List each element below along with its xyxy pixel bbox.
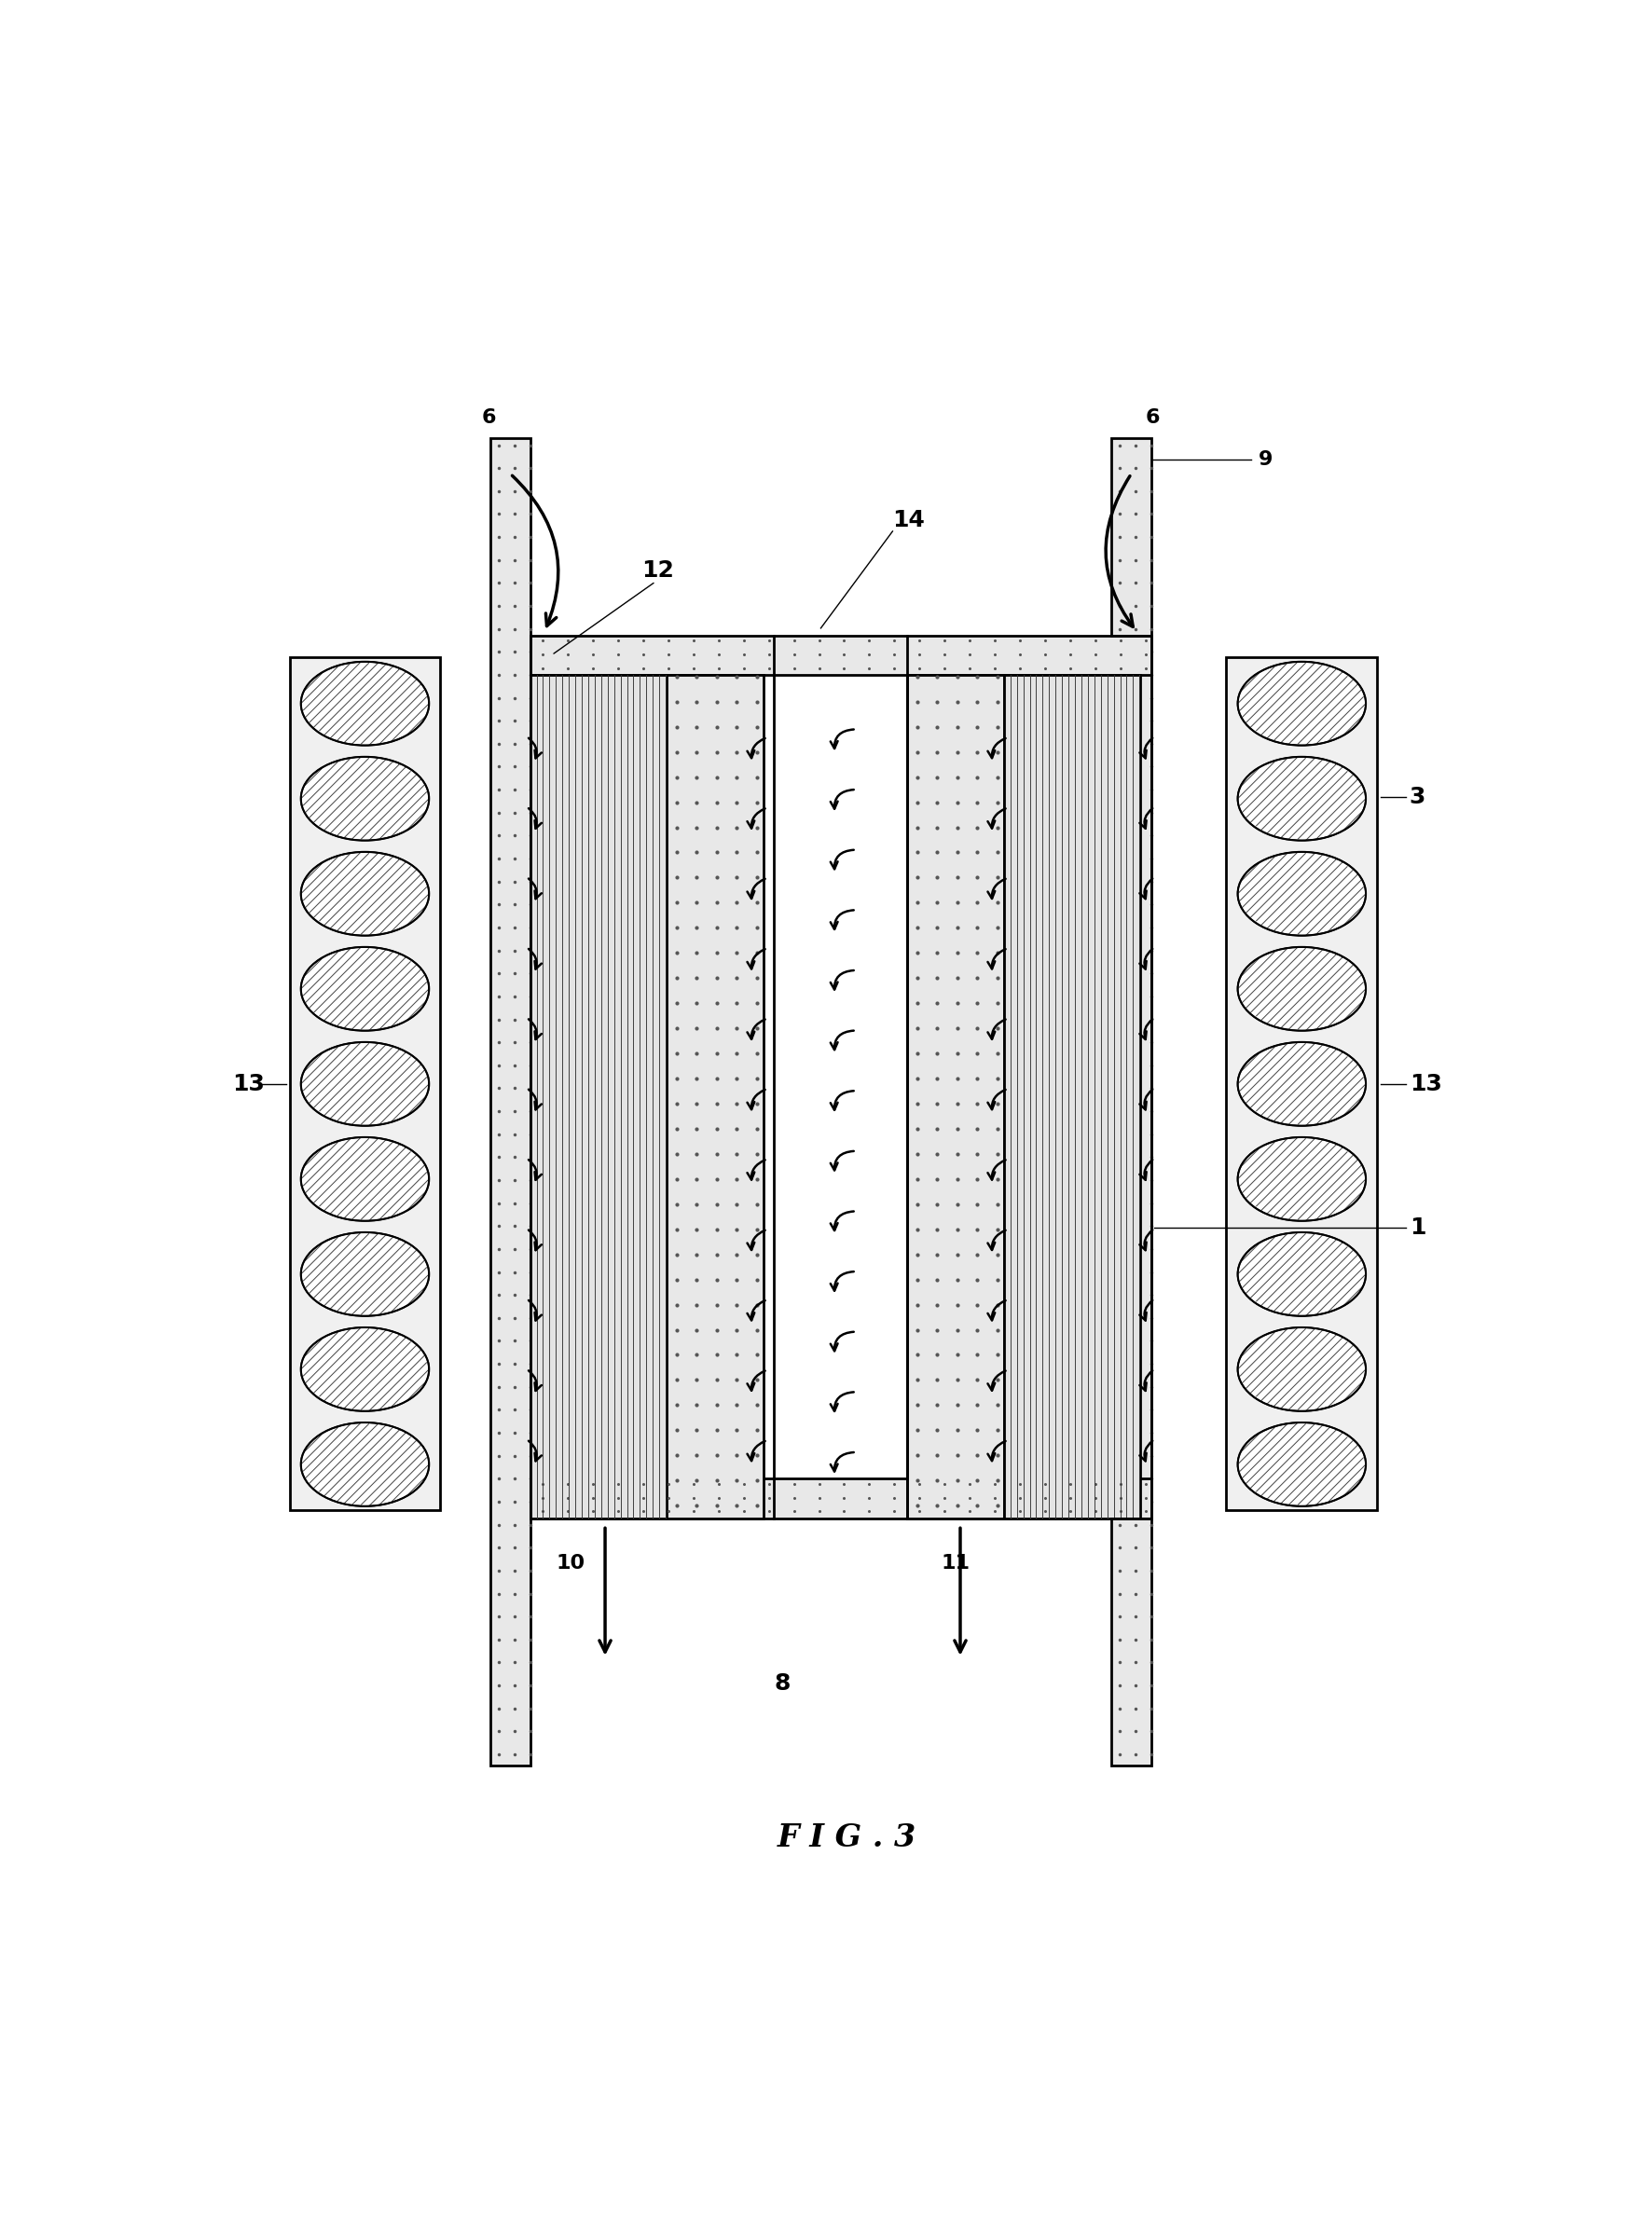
Bar: [1112, 439, 1151, 1765]
Ellipse shape: [301, 1042, 430, 1126]
Text: 13: 13: [1409, 1073, 1442, 1095]
Text: F I G . 3: F I G . 3: [776, 1823, 917, 1852]
Ellipse shape: [301, 1137, 430, 1220]
Ellipse shape: [301, 853, 430, 935]
Text: 14: 14: [892, 510, 925, 532]
Bar: [1226, 657, 1378, 1511]
Bar: [530, 634, 1151, 674]
Ellipse shape: [1237, 853, 1366, 935]
Ellipse shape: [301, 1422, 430, 1507]
Bar: [530, 1478, 1151, 1518]
Ellipse shape: [301, 1327, 430, 1411]
Bar: [907, 674, 1004, 1518]
Ellipse shape: [1237, 1042, 1366, 1126]
Text: 12: 12: [641, 559, 674, 581]
Text: 6: 6: [482, 410, 496, 427]
Ellipse shape: [1237, 1327, 1366, 1411]
Ellipse shape: [301, 946, 430, 1031]
Text: 9: 9: [1259, 450, 1274, 470]
Ellipse shape: [1237, 757, 1366, 841]
Text: 3: 3: [1409, 786, 1426, 808]
Ellipse shape: [1237, 1422, 1366, 1507]
Text: 13: 13: [233, 1073, 264, 1095]
Text: 8: 8: [775, 1672, 791, 1694]
Text: 10: 10: [557, 1554, 585, 1574]
Bar: [530, 674, 666, 1518]
Ellipse shape: [1237, 1137, 1366, 1220]
Bar: [289, 657, 441, 1511]
Ellipse shape: [301, 757, 430, 841]
Bar: [491, 439, 530, 1765]
Ellipse shape: [1237, 661, 1366, 746]
Bar: [666, 674, 763, 1518]
Text: 11: 11: [942, 1554, 970, 1574]
Ellipse shape: [1237, 946, 1366, 1031]
Ellipse shape: [1237, 1233, 1366, 1316]
Text: 1: 1: [1409, 1215, 1426, 1238]
Text: 6: 6: [1145, 410, 1160, 427]
Ellipse shape: [301, 1233, 430, 1316]
Bar: [1004, 674, 1140, 1518]
Ellipse shape: [301, 661, 430, 746]
